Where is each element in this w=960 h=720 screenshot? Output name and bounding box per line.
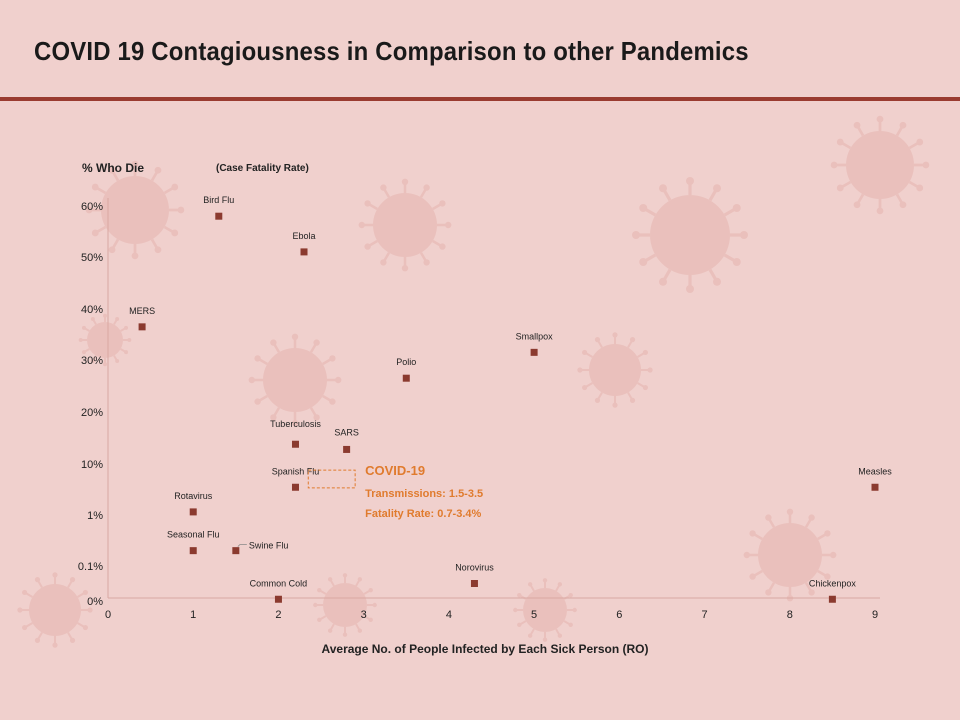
- x-tick-label: 9: [872, 609, 878, 621]
- y-tick-label: 60%: [81, 201, 103, 213]
- point-label-mers: MERS: [129, 306, 155, 316]
- virus-decor-0: [85, 160, 185, 260]
- point-label-rotavirus: Rotavirus: [174, 491, 213, 501]
- x-tick-labels: 0 1 2 3 4 5 6 7 8 9: [105, 609, 878, 621]
- virus-decor-4: [248, 333, 342, 427]
- y-tick-label: 20%: [81, 407, 103, 419]
- data-points: Bird Flu Ebola MERS Smallpox Polio Tuberculos…: [129, 195, 892, 603]
- point-mers: [138, 323, 146, 331]
- point-label-tuberculosis: Tuberculosis: [270, 419, 321, 429]
- point-common-cold: [274, 595, 282, 603]
- y-tick-label: 40%: [81, 304, 103, 316]
- y-axis-title: % Who Die: [82, 161, 144, 175]
- swine-flu-leader: [237, 544, 247, 547]
- virus-decor-3: [830, 115, 930, 215]
- virus-decor-1: [358, 178, 452, 272]
- covid-transmissions: Transmissions: 1.5-3.5: [365, 488, 483, 500]
- y-tick-labels: 0% 0.1% 1% 10% 20% 30% 40% 50% 60%: [78, 201, 103, 608]
- x-tick-label: 1: [190, 609, 196, 621]
- point-label-bird-flu: Bird Flu: [203, 195, 234, 205]
- page-title: COVID 19 Contagiousness in Comparison to…: [34, 36, 749, 66]
- point-ebola: [300, 248, 308, 256]
- y-tick-label: 30%: [81, 355, 103, 367]
- x-tick-label: 6: [616, 609, 622, 621]
- covid-title: COVID-19: [365, 463, 425, 478]
- point-label-chickenpox: Chickenpox: [809, 578, 857, 588]
- y-tick-label: 1%: [87, 510, 103, 522]
- covid-fatality: Fatality Rate: 0.7-3.4%: [365, 508, 481, 520]
- chart-axes: [107, 198, 880, 599]
- point-bird-flu: [215, 212, 223, 220]
- y-axis-subtitle: (Case Fatality Rate): [216, 163, 309, 174]
- point-label-sars: SARS: [334, 427, 359, 437]
- x-axis-title: Average No. of People Infected by Each S…: [322, 642, 649, 656]
- point-label-swine-flu: Swine Flu: [249, 541, 289, 551]
- x-tick-label: 8: [787, 609, 793, 621]
- point-sars: [343, 445, 351, 453]
- covid-range-box: [307, 469, 356, 489]
- point-chickenpox: [828, 595, 836, 603]
- point-label-polio: Polio: [396, 357, 416, 367]
- point-label-norovirus: Norovirus: [455, 563, 494, 573]
- covid-highlight: COVID-19 Transmissions: 1.5-3.5 Fatality R…: [307, 463, 483, 520]
- x-tick-label: 5: [531, 609, 537, 621]
- x-tick-label: 7: [701, 609, 707, 621]
- y-tick-label: 10%: [81, 459, 103, 471]
- point-label-smallpox: Smallpox: [516, 331, 554, 341]
- point-polio: [402, 374, 410, 382]
- point-norovirus: [470, 580, 478, 587]
- point-label-seasonal-flu: Seasonal Flu: [167, 530, 220, 540]
- virus-decor-6: [743, 508, 837, 602]
- virus-decor-8: [513, 578, 577, 642]
- virus-decor-10: [78, 313, 132, 367]
- y-tick-label: 0%: [87, 596, 103, 608]
- point-label-ebola: Ebola: [292, 231, 315, 241]
- virus-decor-5: [577, 332, 653, 408]
- title-divider: [0, 97, 960, 101]
- y-tick-label: 0.1%: [78, 561, 103, 573]
- point-measles: [871, 483, 879, 491]
- point-label-common-cold: Common Cold: [250, 578, 308, 588]
- point-rotavirus: [189, 508, 197, 516]
- point-swine-flu: [232, 547, 240, 555]
- virus-background-decoration: [17, 115, 930, 648]
- point-smallpox: [530, 348, 538, 356]
- point-label-spanish-flu: Spanish Flu: [272, 466, 320, 476]
- virus-decor-9: [17, 572, 93, 648]
- y-tick-label: 50%: [81, 252, 103, 264]
- x-tick-label: 0: [105, 609, 111, 621]
- point-tuberculosis: [291, 440, 299, 448]
- virus-decor-7: [313, 573, 377, 637]
- x-tick-label: 4: [446, 609, 452, 621]
- x-tick-label: 3: [361, 609, 367, 621]
- point-seasonal-flu: [189, 547, 197, 555]
- x-tick-label: 2: [275, 609, 281, 621]
- point-label-measles: Measles: [858, 466, 892, 476]
- virus-decor-2: [632, 177, 748, 293]
- point-spanish-flu: [291, 483, 299, 491]
